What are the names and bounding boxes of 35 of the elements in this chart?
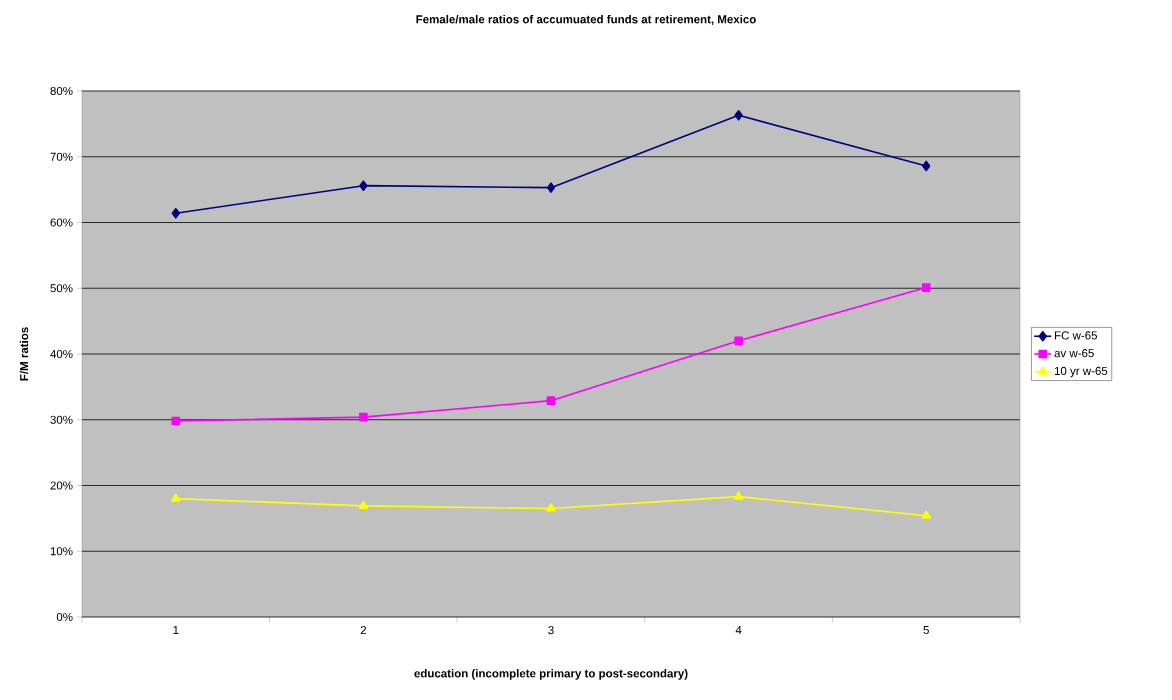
x-tick-label: 2: [360, 626, 367, 635]
legend-label: av w-65: [1054, 349, 1094, 358]
y-axis-title: F/M ratios: [19, 327, 29, 381]
legend-label: 10 yr w-65: [1054, 366, 1108, 378]
y-tick-label: 40%: [50, 349, 73, 359]
point: [546, 396, 556, 405]
point: [734, 110, 743, 121]
y-tick-label: 30%: [50, 415, 73, 424]
point: [734, 336, 743, 346]
legend-label: FC w-65: [1054, 331, 1097, 340]
point: [358, 500, 369, 509]
x-tick-label: 4: [735, 626, 742, 634]
x-axis-title: education (incomplete primary to post-secondary): [414, 669, 688, 680]
y-tick-label: 0%: [56, 612, 73, 622]
y-tick-label: 80%: [50, 86, 73, 96]
point: [546, 182, 556, 193]
point: [546, 503, 556, 512]
point: [171, 416, 181, 426]
point: [171, 207, 180, 219]
point: [922, 160, 931, 172]
y-tick-label: 50%: [50, 284, 73, 293]
x-tick-label: 1: [173, 626, 179, 634]
x-tick-label: 5: [923, 626, 929, 635]
point: [359, 180, 368, 191]
y-tick-label: 60%: [50, 218, 73, 227]
point: [359, 412, 368, 422]
point: [171, 493, 181, 502]
y-tick-label: 10%: [50, 547, 73, 556]
y-tick-label: 20%: [50, 481, 73, 490]
point: [733, 491, 744, 500]
y-tick-label: 70%: [50, 152, 73, 161]
point: [921, 510, 931, 519]
x-tick-label: 3: [548, 626, 554, 635]
point: [921, 283, 931, 292]
chart-title: Female/male ratios of accumuated funds at retirement, Mexico: [416, 14, 756, 26]
